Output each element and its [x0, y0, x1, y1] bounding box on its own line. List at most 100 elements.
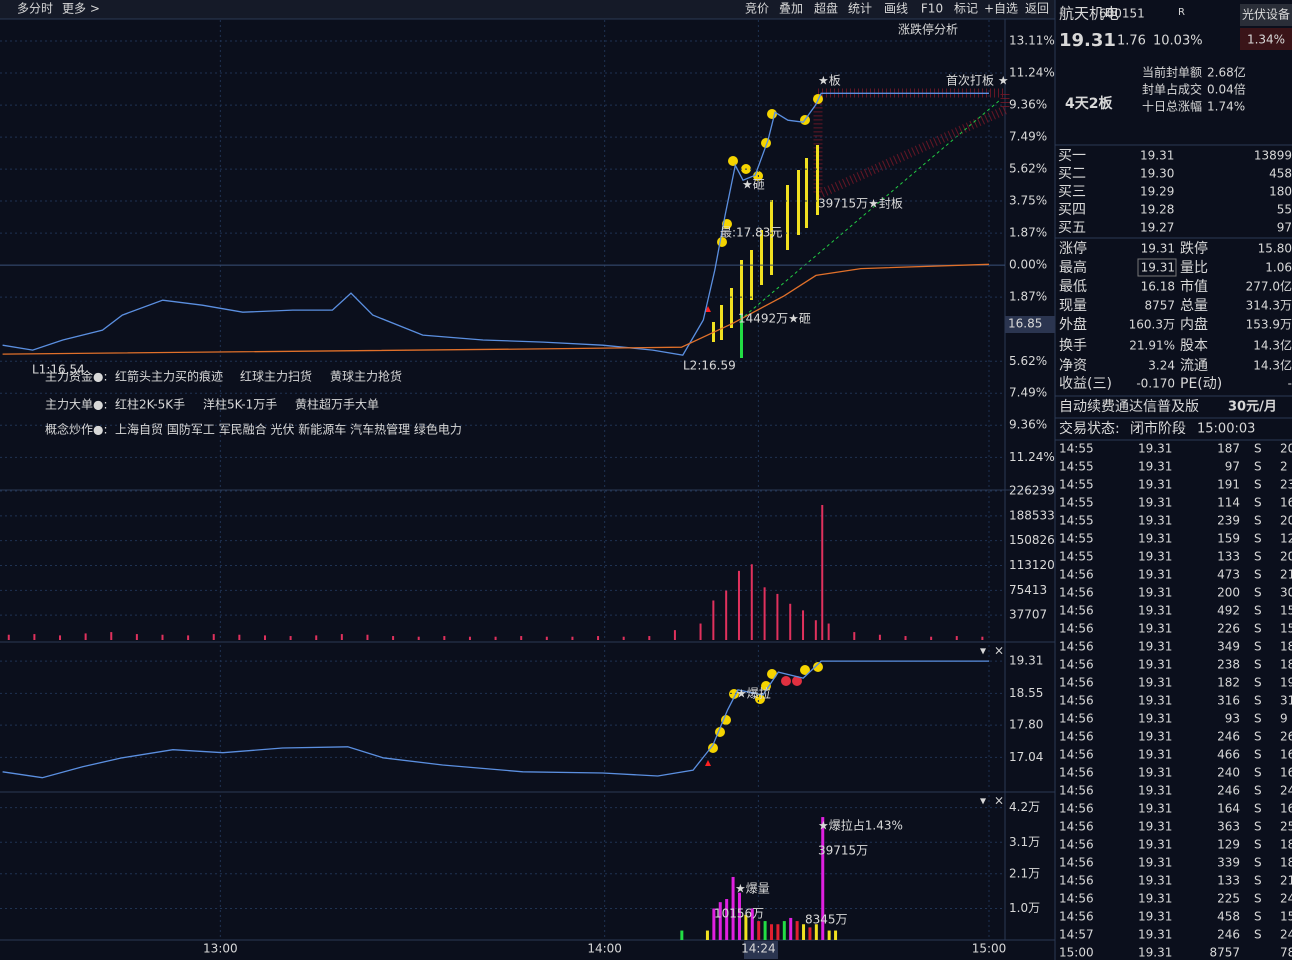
- trade-count: 24: [1280, 784, 1292, 798]
- toolbar-button[interactable]: 统计: [848, 2, 872, 16]
- stat-label: 跌停: [1180, 240, 1208, 257]
- book-volume: 13899: [1254, 149, 1292, 163]
- trade-side: S: [1254, 784, 1262, 798]
- y-tick-label: 3.75%: [1009, 194, 1047, 208]
- trade-price: 19.31: [1138, 820, 1172, 834]
- legend-item: 黄球主力抢货: [330, 369, 402, 384]
- trade-price: 19.31: [1138, 550, 1172, 564]
- toolbar-button[interactable]: 叠加: [779, 2, 803, 16]
- volume-bar: [712, 600, 715, 640]
- sector-change: 1.34%: [1247, 33, 1285, 47]
- trade-count: 18: [1280, 838, 1292, 852]
- ball: [728, 156, 738, 166]
- force-bar: [786, 185, 789, 250]
- y-tick-label: 1.0万: [1009, 901, 1040, 915]
- volume-bar: [571, 636, 574, 640]
- trade-side: S: [1254, 838, 1262, 852]
- volume-bar: [187, 635, 190, 640]
- change-pct: 10.03%: [1153, 34, 1203, 49]
- toolbar-button[interactable]: 更多 >: [62, 2, 100, 16]
- force-bar: [730, 288, 733, 328]
- trade-count: 18: [1280, 658, 1292, 672]
- trade-price: 19.31: [1138, 676, 1172, 690]
- toolbar-button[interactable]: 多分时: [17, 2, 53, 16]
- volume-bar: [340, 634, 343, 640]
- trade-volume: 349: [1217, 640, 1240, 654]
- trade-price: 19.31: [1138, 532, 1172, 546]
- legend-item: 红柱2K-5K手: [115, 397, 185, 412]
- trade-time: 14:57: [1059, 928, 1094, 942]
- stat-label: 总量: [1180, 298, 1208, 314]
- book-price: 19.29: [1140, 185, 1174, 199]
- panel-menu[interactable]: ▾: [980, 794, 986, 808]
- trade-side: S: [1254, 586, 1262, 600]
- cursor-box: [1005, 316, 1055, 333]
- volume-bar: [750, 908, 754, 940]
- force-bar: [740, 260, 743, 315]
- volume-bar: [737, 892, 741, 940]
- trade-time: 14:56: [1059, 640, 1094, 654]
- panel-close[interactable]: ×: [994, 644, 1004, 658]
- book-label: 买三: [1058, 184, 1086, 200]
- volume-bar: [494, 636, 497, 640]
- ball: [800, 665, 810, 675]
- volume-bar: [622, 636, 625, 640]
- price: 19.31: [1059, 30, 1116, 51]
- trade-side: S: [1254, 856, 1262, 870]
- trade-volume: 492: [1217, 604, 1240, 618]
- volume-bar: [7, 634, 10, 640]
- volume-bar: [808, 927, 812, 940]
- trade-time: 14:56: [1059, 766, 1094, 780]
- toolbar-button[interactable]: 超盘: [814, 1, 838, 16]
- legend-item: 红箭头主力买的痕迹: [115, 369, 223, 384]
- volume-bar: [770, 924, 774, 940]
- toolbar-button[interactable]: 返回: [1025, 2, 1049, 16]
- stat-value: -: [1288, 377, 1292, 391]
- sector-box: [1240, 4, 1292, 26]
- trade-price: 19.31: [1138, 874, 1172, 888]
- trade-count: 26: [1280, 730, 1292, 744]
- volume-bar: [955, 636, 958, 640]
- trade-volume: 246: [1217, 784, 1240, 798]
- trade-price: 19.31: [1138, 784, 1172, 798]
- trade-volume: 246: [1217, 928, 1240, 942]
- book-price: 19.31: [1140, 149, 1174, 163]
- annotation: ★爆拉: [736, 686, 771, 701]
- force-bar: [720, 305, 723, 340]
- sector-change-box: [1240, 28, 1292, 50]
- trade-count: 16: [1280, 496, 1292, 510]
- trade-volume: 8757: [1209, 946, 1240, 960]
- annotation: 8345万: [805, 913, 848, 927]
- promo[interactable]: 自动续费通达信普及版: [1059, 398, 1199, 415]
- trade-count: 20: [1280, 514, 1292, 528]
- y-tick-label: 11.24%: [1009, 450, 1055, 464]
- y-tick-label: 7.49%: [1009, 130, 1047, 144]
- trade-price: 19.31: [1138, 568, 1172, 582]
- y-tick-label: 13.11%: [1009, 34, 1055, 48]
- panel-close[interactable]: ×: [994, 794, 1004, 808]
- trade-time: 14:55: [1059, 550, 1094, 564]
- force-bar: [770, 200, 773, 275]
- y-tick-label: 0.00%: [1009, 258, 1047, 272]
- y-tick-label: 17.04: [1009, 750, 1043, 764]
- toolbar-button[interactable]: 竞价: [745, 2, 769, 16]
- trade-volume: 246: [1217, 730, 1240, 744]
- ball: [781, 676, 791, 686]
- trade-price: 19.31: [1138, 622, 1172, 636]
- toolbar-button[interactable]: F10: [921, 2, 943, 16]
- trade-time: 14:56: [1059, 622, 1094, 636]
- volume-bar: [814, 924, 818, 940]
- trade-time: 14:56: [1059, 694, 1094, 708]
- panel-menu[interactable]: ▾: [980, 644, 986, 658]
- toolbar-button[interactable]: 画线: [884, 2, 908, 16]
- toolbar-button[interactable]: 标记: [954, 2, 978, 16]
- volume-bar: [84, 633, 87, 640]
- toolbar-button[interactable]: +自选: [984, 2, 1018, 16]
- trade-time: 14:55: [1059, 460, 1094, 474]
- legend-item: 红球主力扫货: [240, 369, 312, 384]
- force-bar: [760, 230, 763, 285]
- trade-volume: 114: [1217, 496, 1240, 510]
- stat-label: 换手: [1059, 337, 1087, 354]
- ball: [813, 662, 823, 672]
